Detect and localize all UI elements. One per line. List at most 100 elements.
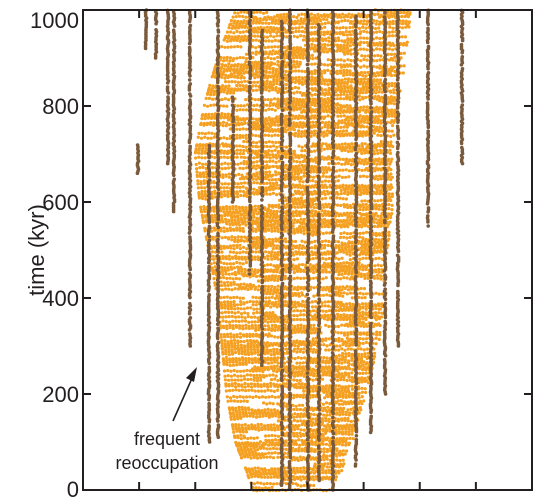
transient-point <box>262 441 266 445</box>
transient-point <box>252 156 256 160</box>
transient-point <box>240 423 244 427</box>
transient-point <box>363 296 367 300</box>
transient-point <box>237 423 241 427</box>
transient-point <box>229 374 233 378</box>
transient-point <box>364 237 368 242</box>
transient-point <box>249 447 253 451</box>
transient-point <box>358 337 362 341</box>
transient-point <box>256 255 260 259</box>
transient-point <box>345 211 349 215</box>
transient-point <box>233 341 237 346</box>
transient-point <box>388 151 393 155</box>
transient-point <box>253 365 257 369</box>
transient-point <box>241 185 245 189</box>
transient-point <box>241 152 245 156</box>
transient-point <box>344 385 348 389</box>
transient-point <box>244 136 248 140</box>
transient-point <box>242 245 246 249</box>
transient-point <box>312 347 316 352</box>
transient-point <box>303 382 307 386</box>
transient-point <box>224 287 228 291</box>
transient-point <box>341 157 345 161</box>
transient-point <box>390 203 394 207</box>
transient-point <box>222 210 226 214</box>
transient-point <box>263 356 267 361</box>
transient-point <box>379 134 383 138</box>
transient-point <box>238 332 242 336</box>
transient-point <box>295 244 299 248</box>
transient-point <box>339 232 343 236</box>
transient-point <box>252 160 256 164</box>
transient-point <box>320 432 324 436</box>
transient-point <box>345 437 349 441</box>
transient-point <box>275 288 280 292</box>
transient-point <box>265 163 269 168</box>
transient-point <box>301 340 305 344</box>
transient-point <box>292 258 296 262</box>
transient-point <box>213 265 217 269</box>
transient-point <box>244 260 248 265</box>
transient-point <box>223 378 227 382</box>
transient-point <box>202 179 206 183</box>
transient-point <box>360 355 364 359</box>
transient-point <box>325 475 329 479</box>
transient-point <box>364 340 368 345</box>
transient-point <box>296 434 300 438</box>
transient-point <box>276 419 280 423</box>
transient-point <box>275 294 279 298</box>
transient-point <box>246 311 250 316</box>
transient-point <box>326 250 330 254</box>
transient-point <box>375 333 379 337</box>
transient-point <box>372 274 376 278</box>
transient-point <box>228 323 232 327</box>
transient-point <box>314 422 318 426</box>
transient-point <box>366 381 371 385</box>
transient-point <box>254 332 258 336</box>
transient-point <box>246 406 251 410</box>
transient-point <box>312 270 316 275</box>
transient-point <box>344 410 348 414</box>
transient-point <box>293 427 297 432</box>
transient-point <box>252 240 256 244</box>
transient-point <box>328 427 332 431</box>
transient-point <box>361 337 365 341</box>
transient-point <box>324 323 328 327</box>
transient-point <box>325 344 329 348</box>
transient-point <box>347 169 351 173</box>
transient-point <box>227 172 231 176</box>
transient-point <box>211 171 215 175</box>
transient-point <box>337 257 341 261</box>
transient-point <box>360 142 364 146</box>
transient-point <box>276 284 280 288</box>
transient-point <box>271 173 275 177</box>
transient-point <box>283 303 287 307</box>
transient-point <box>245 283 249 287</box>
transient-point <box>347 175 351 179</box>
transient-point <box>379 277 383 281</box>
transient-point <box>389 172 393 176</box>
transient-point <box>325 447 329 452</box>
transient-point <box>390 192 395 196</box>
transient-point <box>342 218 346 223</box>
transient-point <box>245 247 249 251</box>
transient-point <box>266 407 270 411</box>
transient-point <box>203 186 207 190</box>
transient-point <box>386 184 390 188</box>
transient-point <box>323 304 327 308</box>
transient-point <box>231 277 235 281</box>
transient-points <box>193 8 412 493</box>
transient-point <box>291 424 295 428</box>
transient-point <box>255 373 259 377</box>
transient-point <box>199 136 204 140</box>
transient-point <box>345 322 349 326</box>
transient-point <box>292 277 296 281</box>
transient-point <box>264 140 268 144</box>
transient-point <box>273 410 277 414</box>
transient-point <box>301 456 306 460</box>
transient-point <box>239 181 243 185</box>
transient-point <box>212 244 216 248</box>
transient-point <box>350 387 354 391</box>
transient-point <box>293 357 297 361</box>
transient-point <box>234 406 238 410</box>
transient-point <box>265 181 269 185</box>
